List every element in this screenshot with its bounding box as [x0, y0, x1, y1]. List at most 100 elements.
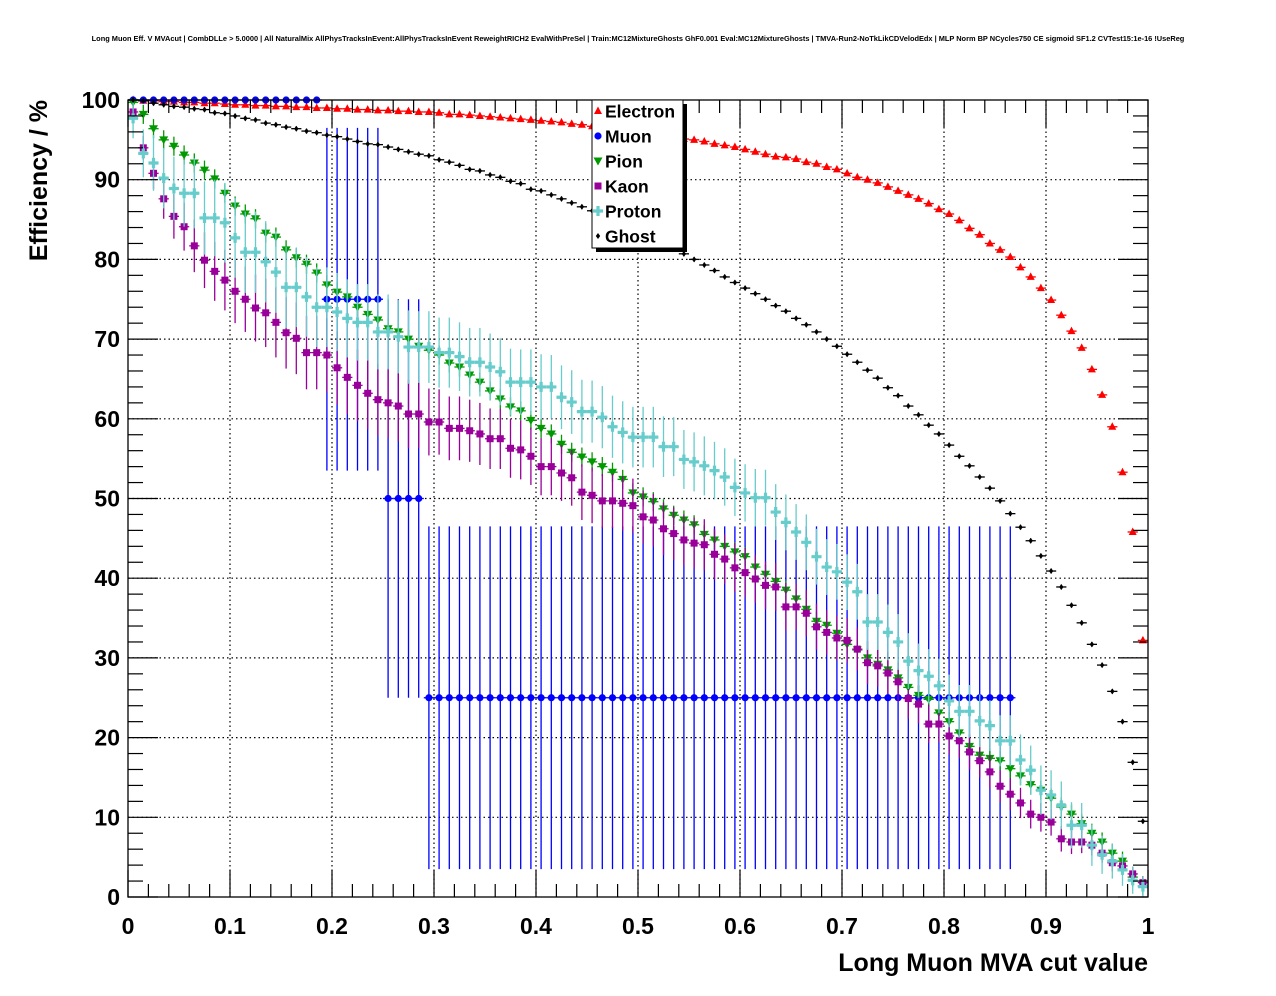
ghost-point	[913, 411, 924, 418]
ghost-point	[1015, 524, 1026, 531]
ghost-marker	[1079, 619, 1084, 626]
muon-marker	[731, 694, 739, 702]
ghost-point	[1107, 688, 1118, 695]
pion-marker	[169, 142, 179, 151]
muon-marker	[578, 694, 586, 702]
muon-point	[638, 526, 649, 870]
electron-point	[444, 109, 455, 118]
kaon-marker	[955, 737, 963, 745]
ghost-point	[250, 116, 261, 123]
muon-marker	[812, 694, 821, 702]
electron-marker	[547, 117, 556, 125]
proton-point	[321, 267, 332, 348]
muon-point	[984, 526, 995, 870]
proton-marker	[485, 361, 496, 372]
ghost-point	[352, 138, 363, 145]
proton-marker	[270, 267, 281, 278]
ghost-marker	[263, 120, 268, 127]
kaon-point	[995, 770, 1006, 803]
ghost-marker	[559, 195, 564, 202]
electron-marker	[863, 175, 872, 183]
muon-marker	[404, 494, 413, 503]
proton-point	[148, 135, 159, 191]
y-tick-label: 50	[94, 486, 120, 512]
electron-marker	[506, 113, 515, 122]
pion-marker	[557, 440, 566, 449]
electron-point	[699, 136, 710, 145]
proton-marker	[515, 377, 526, 388]
x-tick-label: 0.4	[520, 913, 552, 939]
electron-marker	[1047, 295, 1056, 304]
ghost-point	[291, 125, 302, 132]
ghost-point	[1005, 510, 1016, 517]
kaon-marker	[292, 334, 300, 342]
electron-point	[311, 103, 322, 111]
ghost-marker	[855, 359, 860, 366]
ghost-point	[168, 103, 179, 110]
muon-marker	[415, 494, 423, 503]
ghost-marker	[783, 308, 789, 315]
proton-marker	[495, 366, 506, 377]
electron-point	[332, 104, 343, 112]
proton-marker	[1117, 864, 1128, 875]
ghost-point	[189, 105, 200, 112]
ghost-marker	[1008, 510, 1013, 517]
kaon-point	[984, 755, 995, 789]
ghost-point	[515, 180, 526, 187]
electron-point	[464, 110, 475, 119]
proton-point	[209, 179, 220, 257]
proton-point	[923, 649, 934, 704]
pion-point	[576, 447, 587, 467]
kaon-marker	[884, 669, 892, 677]
y-tick-label: 40	[94, 565, 120, 591]
electron-point	[872, 178, 883, 186]
muon-marker	[710, 694, 719, 702]
muon-marker	[659, 694, 668, 702]
electron-marker	[853, 172, 862, 181]
proton-marker	[984, 720, 995, 731]
proton-point	[332, 272, 343, 352]
muon-marker	[455, 694, 464, 702]
ghost-point	[903, 403, 914, 410]
kaon-point	[372, 363, 383, 436]
proton-marker	[729, 482, 740, 493]
kaon-marker	[405, 410, 412, 418]
kaon-marker	[976, 757, 984, 765]
ghost-point	[882, 384, 893, 391]
proton-point	[413, 311, 424, 383]
ghost-marker	[691, 256, 697, 263]
pion-marker	[546, 430, 556, 439]
proton-point	[464, 327, 475, 397]
electron-point	[413, 107, 424, 115]
proton-point	[893, 614, 904, 670]
muon-marker	[863, 694, 872, 702]
ghost-point	[403, 148, 414, 155]
ghost-marker	[814, 328, 819, 335]
ghost-point	[933, 430, 944, 437]
kaon-point	[1025, 799, 1036, 829]
muon-marker	[700, 694, 708, 702]
ghost-marker	[447, 159, 452, 166]
x-tick-label: 0.8	[928, 913, 960, 939]
muon-point	[434, 526, 445, 870]
proton-marker	[576, 406, 587, 417]
kaon-point	[842, 618, 853, 663]
proton-point	[566, 370, 577, 434]
pion-marker	[593, 157, 603, 166]
proton-point	[1127, 866, 1138, 894]
electron-point	[556, 117, 567, 126]
proton-point	[627, 406, 638, 468]
kaon-marker	[201, 256, 208, 264]
ghost-point	[699, 261, 710, 268]
ghost-point	[801, 321, 812, 328]
proton-marker	[393, 331, 404, 342]
electron-marker	[241, 100, 250, 108]
proton-marker	[791, 526, 802, 537]
proton-point	[872, 594, 883, 650]
kaon-marker	[833, 634, 841, 642]
ghost-marker	[304, 128, 309, 135]
proton-marker	[770, 507, 781, 518]
ghost-point	[372, 141, 383, 148]
electron-marker	[690, 135, 699, 143]
kaon-point	[556, 445, 567, 501]
